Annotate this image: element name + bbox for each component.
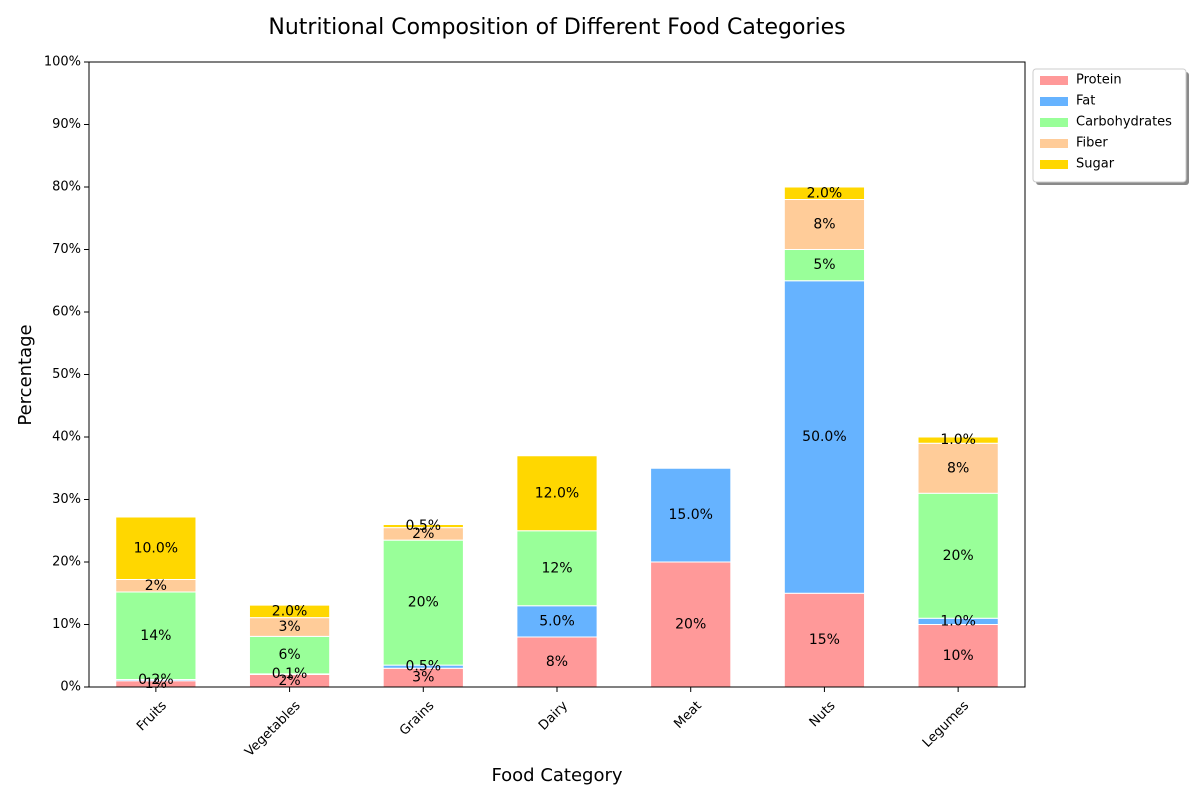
y-tick-label: 60%	[52, 305, 81, 320]
data-label-fat-nuts: 50.0%	[802, 429, 846, 445]
legend-label-sugar: Sugar	[1076, 157, 1115, 172]
legend-label-carbohydrates: Carbohydrates	[1076, 115, 1172, 130]
data-label-sugar-dairy: 12.0%	[535, 485, 579, 501]
y-tick-label: 50%	[52, 367, 81, 382]
data-label-protein-grains: 3%	[412, 670, 434, 686]
bar-carbohydrates-vegetables	[248, 635, 331, 675]
data-label-protein-dairy: 8%	[546, 654, 568, 670]
data-label-protein-vegetables: 2%	[278, 673, 300, 689]
legend-label-protein: Protein	[1076, 73, 1122, 88]
data-label-fiber-fruits: 2%	[145, 578, 167, 594]
x-axis-title: Food Category	[491, 765, 622, 786]
data-label-protein-legumes: 10%	[943, 648, 974, 664]
bar-sugar-legumes	[917, 436, 999, 444]
bar-carbohydrates-legumes	[917, 492, 999, 619]
legend-swatch-fiber	[1040, 139, 1068, 148]
y-tick-label: 0%	[60, 680, 81, 695]
y-tick-label: 100%	[44, 55, 81, 70]
y-tick-label: 40%	[52, 430, 81, 445]
data-label-fiber-vegetables: 3%	[278, 619, 300, 635]
data-label-fiber-grains: 2%	[412, 526, 434, 542]
x-tick-label-fruits: Fruits	[134, 698, 170, 734]
legend-label-fiber: Fiber	[1076, 136, 1108, 151]
x-axis: Fruits Vegetables Grains Dairy Meat Nuts Legum…	[134, 687, 972, 760]
data-label-fat-dairy: 5.0%	[539, 613, 575, 629]
legend-swatch-carbohydrates	[1040, 118, 1068, 127]
bar-sugar-nuts	[783, 186, 866, 200]
data-label-carbohydrates-dairy: 12%	[541, 560, 572, 576]
bar-carbohydrates-grains	[382, 539, 464, 666]
bars-layer	[115, 186, 999, 688]
data-label-sugar-grains: 0.5%	[405, 518, 441, 534]
x-tick-label-vegetables: Vegetables	[242, 698, 304, 760]
bar-fiber-nuts	[783, 199, 866, 250]
bar-protein-meat	[650, 561, 732, 688]
data-label-fat-meat: 15.0%	[668, 507, 712, 523]
y-axis: 0% 10% 20% 30% 40% 50% 60% 70% 80% 90% 100%	[44, 55, 89, 695]
y-tick-label: 70%	[52, 242, 81, 257]
y-tick-label: 20%	[52, 555, 81, 570]
y-tick-label: 10%	[52, 617, 81, 632]
bar-sugar-dairy	[516, 455, 598, 532]
data-label-sugar-vegetables: 2.0%	[272, 603, 308, 619]
data-label-sugar-legumes: 1.0%	[940, 432, 976, 448]
x-tick-label-meat: Meat	[671, 698, 704, 731]
bar-fat-dairy	[516, 605, 598, 638]
bar-protein-legumes	[917, 624, 999, 688]
bar-protein-nuts	[783, 592, 866, 688]
data-label-protein-nuts: 15%	[809, 632, 840, 648]
y-axis-title: Percentage	[15, 324, 36, 425]
legend: Protein Fat Carbohydrates Fiber Sugar	[1032, 68, 1189, 185]
data-label-fat-grains: 0.5%	[405, 659, 441, 675]
y-tick-label: 90%	[52, 117, 81, 132]
data-label-carbohydrates-grains: 20%	[408, 595, 439, 611]
y-tick-label: 30%	[52, 492, 81, 507]
data-label-fat-fruits: 0.2%	[138, 672, 174, 688]
data-label-fat-vegetables: 0.1%	[272, 666, 308, 682]
legend-swatch-protein	[1040, 76, 1068, 85]
x-tick-label-nuts: Nuts	[807, 698, 839, 730]
bar-sugar-grains	[382, 524, 464, 529]
bar-carbohydrates-nuts	[783, 249, 866, 282]
data-label-carbohydrates-nuts: 5%	[813, 257, 835, 273]
data-label-fat-legumes: 1.0%	[940, 613, 976, 629]
chart-title: Nutritional Composition of Different Foo…	[268, 15, 845, 40]
bar-labels-layer: 1%0.2%14%2%10.0%2%0.1%6%3%2.0%3%0.5%20%2…	[134, 185, 976, 692]
bar-sugar-vegetables	[248, 604, 331, 619]
data-label-carbohydrates-legumes: 20%	[943, 548, 974, 564]
bar-sugar-fruits	[115, 516, 197, 580]
bar-fiber-legumes	[917, 442, 999, 494]
bar-fat-meat	[650, 467, 732, 563]
x-tick-label-legumes: Legumes	[920, 698, 972, 750]
data-label-carbohydrates-fruits: 14%	[140, 628, 171, 644]
x-tick-label-dairy: Dairy	[536, 698, 571, 733]
bar-protein-dairy	[516, 636, 598, 688]
legend-label-fat: Fat	[1076, 94, 1095, 109]
data-label-sugar-nuts: 2.0%	[807, 185, 843, 201]
legend-box	[1032, 68, 1187, 183]
data-label-carbohydrates-vegetables: 6%	[278, 647, 300, 663]
x-tick-label-grains: Grains	[397, 698, 437, 738]
legend-swatch-fat	[1040, 97, 1068, 106]
data-label-protein-fruits: 1%	[145, 676, 167, 692]
data-label-fiber-legumes: 8%	[947, 460, 969, 476]
data-label-sugar-fruits: 10.0%	[134, 540, 178, 556]
bar-fat-nuts	[783, 280, 866, 594]
data-label-fiber-nuts: 8%	[813, 217, 835, 233]
y-tick-label: 80%	[52, 180, 81, 195]
data-label-protein-meat: 20%	[675, 617, 706, 633]
bar-carbohydrates-fruits	[115, 591, 197, 680]
legend-swatch-sugar	[1040, 160, 1068, 169]
